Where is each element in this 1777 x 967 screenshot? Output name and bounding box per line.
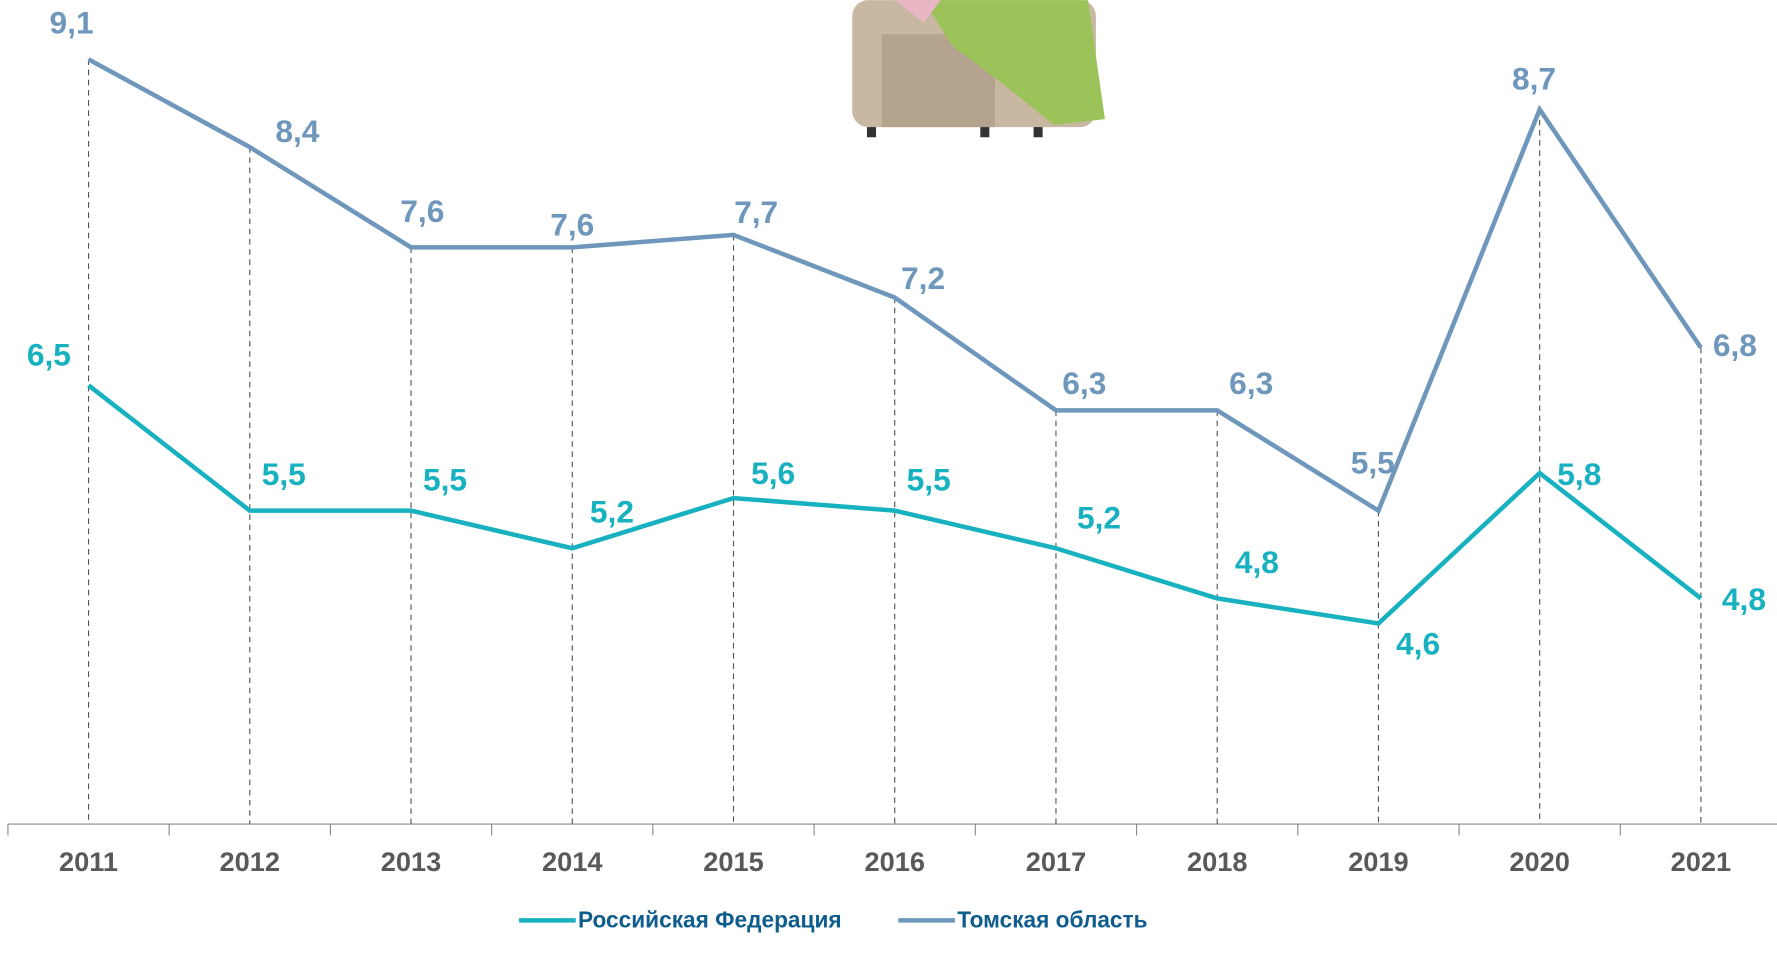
x-tick-label: 2018 bbox=[1187, 846, 1247, 877]
data-label: 7,2 bbox=[901, 260, 945, 296]
x-tick-label: 2017 bbox=[1026, 846, 1086, 877]
data-label: 7,6 bbox=[400, 193, 444, 229]
series-line bbox=[87, 57, 1703, 515]
x-tick-label: 2015 bbox=[703, 846, 763, 877]
data-label: 5,5 bbox=[262, 456, 306, 492]
armchair-illustration bbox=[852, 0, 1105, 138]
data-label: 7,6 bbox=[550, 206, 594, 242]
data-label: 4,8 bbox=[1235, 544, 1279, 580]
data-label: 5,6 bbox=[751, 455, 795, 491]
x-tick-label: 2021 bbox=[1671, 846, 1731, 877]
x-tick-label: 2019 bbox=[1348, 846, 1408, 877]
legend-label: Российская Федерация bbox=[578, 907, 842, 933]
data-label: 9,1 bbox=[50, 5, 94, 41]
data-label: 5,5 bbox=[423, 462, 467, 498]
data-label: 4,6 bbox=[1396, 626, 1440, 662]
x-tick-label: 2013 bbox=[381, 846, 441, 877]
data-label: 5,5 bbox=[1351, 445, 1395, 481]
data-label: 8,4 bbox=[275, 113, 319, 149]
data-label: 7,7 bbox=[734, 194, 778, 230]
data-label: 6,5 bbox=[27, 336, 71, 372]
x-tick-label: 2012 bbox=[220, 846, 280, 877]
data-label: 6,8 bbox=[1713, 327, 1757, 363]
data-label: 6,3 bbox=[1062, 365, 1106, 401]
data-label: 5,2 bbox=[590, 494, 634, 530]
data-label: 6,3 bbox=[1229, 365, 1273, 401]
legend-label: Томская область bbox=[957, 907, 1147, 933]
data-label: 5,8 bbox=[1557, 456, 1601, 492]
x-tick-label: 2011 bbox=[59, 846, 118, 877]
data-label: 5,2 bbox=[1077, 499, 1121, 535]
series-line bbox=[87, 383, 1703, 626]
data-label: 4,8 bbox=[1722, 581, 1766, 617]
data-label: 8,7 bbox=[1512, 61, 1556, 97]
x-tick-label: 2020 bbox=[1509, 846, 1569, 877]
data-label: 5,5 bbox=[907, 462, 951, 498]
x-tick-label: 2016 bbox=[864, 846, 924, 877]
x-tick-label: 2014 bbox=[542, 846, 602, 877]
